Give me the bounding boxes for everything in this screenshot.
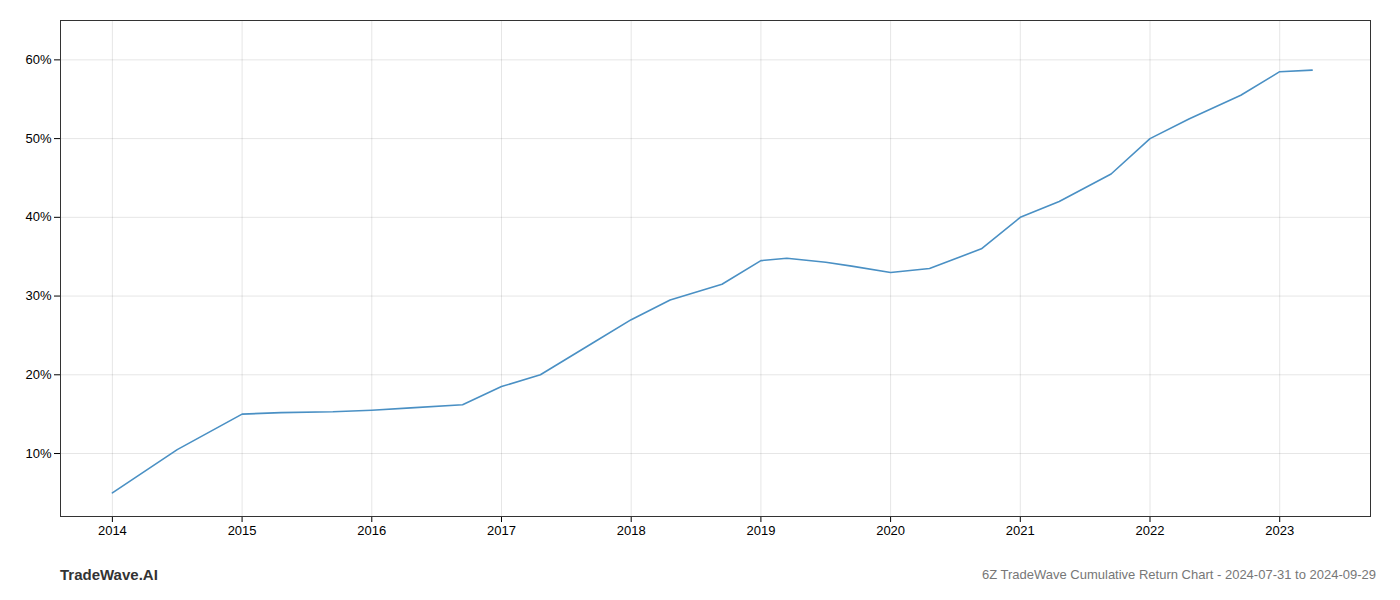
svg-text:2016: 2016: [357, 523, 386, 538]
svg-text:2020: 2020: [876, 523, 905, 538]
svg-text:2018: 2018: [617, 523, 646, 538]
svg-text:30%: 30%: [25, 288, 51, 303]
svg-text:2015: 2015: [228, 523, 257, 538]
svg-text:10%: 10%: [25, 446, 51, 461]
svg-text:40%: 40%: [25, 209, 51, 224]
svg-text:2022: 2022: [1136, 523, 1165, 538]
html-text:TradeWave.AI: TradeWave.AI: [60, 565, 158, 583]
svg-text:60%: 60%: [25, 52, 51, 67]
html-text:6Z TradeWave Cumulative Return: 6Z TradeWave Cumulative Return Chart - 2…: [981, 566, 1376, 582]
svg-text:2014: 2014: [98, 523, 127, 538]
svg-text:2017: 2017: [487, 523, 516, 538]
svg-text:2021: 2021: [1006, 523, 1035, 538]
svg-text:20%: 20%: [25, 367, 51, 382]
svg-text:50%: 50%: [25, 131, 51, 146]
svg-text:2019: 2019: [746, 523, 775, 538]
svg-text:2023: 2023: [1265, 523, 1294, 538]
